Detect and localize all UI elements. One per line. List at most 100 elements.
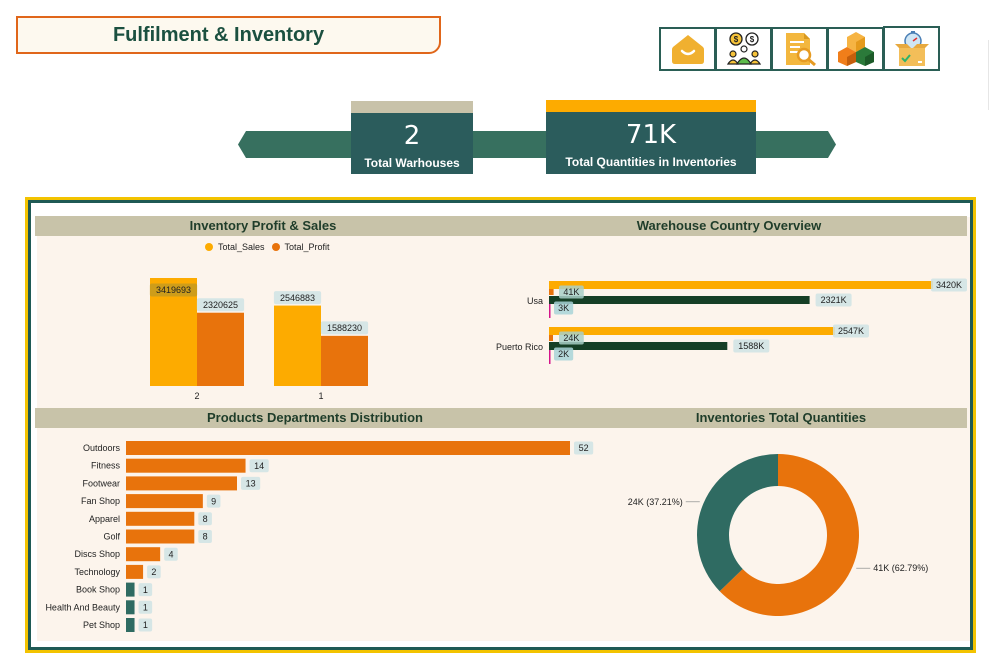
bar-total_sales (274, 305, 321, 386)
nav-home-button[interactable] (659, 27, 716, 71)
donut-label: 41K (62.79%) (873, 563, 928, 573)
department-label: Footwear (82, 478, 120, 488)
delivery-box-timer-icon (894, 30, 929, 66)
department-value: 1 (143, 620, 148, 630)
legend-profit-label[interactable]: Total_Profit (284, 242, 330, 252)
department-value-bg (164, 547, 178, 561)
profit-label: 2321K (821, 295, 847, 305)
profit-sales-header: Inventory Profit & Sales (35, 216, 491, 236)
x-tick-label: 2 (194, 391, 199, 401)
department-value: 1 (143, 585, 148, 595)
data-label-bg (320, 321, 369, 335)
quantity-label-bg (559, 285, 584, 299)
data-label-bg (196, 298, 245, 312)
nav-report-button[interactable] (771, 27, 828, 71)
department-value: 8 (203, 514, 208, 524)
page-title: Fulfilment & Inventory (112, 23, 325, 46)
department-value: 52 (579, 443, 589, 453)
department-value: 4 (168, 549, 173, 559)
department-value-bg (249, 459, 269, 473)
quantity-label-bg (559, 331, 584, 345)
customers-money-icon: $ $ (726, 32, 761, 65)
department-label: Fan Shop (81, 496, 120, 506)
donut-slice (697, 454, 778, 592)
bar-sales (549, 281, 933, 289)
bar-quantity (549, 335, 553, 341)
country-label: Usa (527, 296, 543, 306)
svg-text:$: $ (749, 35, 754, 44)
department-bar (126, 494, 203, 509)
document-search-icon (785, 33, 816, 67)
bar-total_profit (321, 335, 368, 386)
department-value-bg (138, 600, 153, 614)
kpi-card-quantities: 71K Total Quantities in Inventories (546, 100, 756, 174)
data-label: 2320625 (203, 300, 238, 310)
boxes-icon (837, 32, 874, 66)
bar-other (549, 350, 551, 364)
donut-slice (719, 454, 859, 616)
department-bar (126, 441, 570, 455)
department-label: Discs Shop (74, 549, 120, 559)
sales-label: 3420K (936, 280, 962, 290)
department-label: Fitness (91, 461, 121, 471)
kpi-accent-bar (351, 101, 473, 113)
data-label-bg (149, 283, 198, 297)
kpi-accent-bar (546, 100, 756, 112)
profit-label-bg (733, 339, 770, 353)
department-label: Golf (103, 532, 120, 542)
department-value: 8 (203, 532, 208, 542)
department-bar (126, 618, 135, 632)
profit-label-bg (815, 293, 852, 307)
kpi-card-warehouses: 2 Total Warhouses (351, 101, 473, 174)
department-value-bg (138, 583, 153, 597)
department-value: 2 (151, 567, 156, 577)
kpi-value: 2 (403, 121, 421, 151)
profit-label: 1588K (738, 341, 764, 351)
department-value-bg (198, 512, 212, 526)
country-overview-header: Warehouse Country Overview (491, 216, 967, 236)
department-value-bg (147, 565, 161, 579)
kpi-value: 71K (625, 120, 677, 150)
bar-quantity (549, 289, 554, 295)
department-bar (126, 600, 135, 615)
other-label: 2K (558, 349, 569, 359)
donut-label: 24K (37.21%) (628, 497, 683, 507)
legend-sales-label[interactable]: Total_Sales (218, 242, 265, 252)
department-bar (126, 582, 135, 597)
country-overview-chart: Usa 3420K 41K 2321K 3K Puerto Rico 2547K 24K 158… (496, 278, 967, 364)
data-label: 2546883 (280, 293, 315, 303)
x-tick-label: 1 (318, 391, 323, 401)
department-value-bg (198, 530, 212, 543)
profit-sales-legend: Total_Sales Total_Profit (205, 242, 330, 252)
sales-label: 2547K (838, 326, 864, 336)
nav-customers-button[interactable]: $ $ (715, 27, 772, 71)
bar-profit (549, 296, 810, 304)
quantity-label: 41K (563, 287, 579, 297)
department-label: Technology (74, 567, 120, 577)
department-bar (126, 547, 161, 562)
profit-sales-chart: 3419693 2320625 2 2546883 1588230 1 (149, 278, 369, 401)
nav-fulfilment-button[interactable] (883, 26, 940, 71)
data-label: 3419693 (156, 285, 191, 295)
department-label: Health And Beauty (45, 602, 120, 612)
department-value: 14 (254, 461, 264, 471)
department-label: Outdoors (83, 443, 121, 453)
bar-total_profit (197, 312, 244, 386)
department-value: 9 (211, 496, 216, 506)
svg-text:$: $ (733, 35, 738, 44)
legend-profit-dot (271, 243, 280, 251)
department-value-bg (241, 476, 261, 490)
department-bar (126, 564, 144, 579)
department-value-bg (574, 441, 594, 455)
department-value: 1 (143, 603, 148, 613)
department-label: Book Shop (76, 585, 120, 595)
other-label: 3K (558, 303, 569, 313)
country-label: Puerto Rico (496, 342, 543, 352)
quantity-label: 24K (563, 333, 579, 343)
nav-products-button[interactable] (827, 27, 884, 71)
department-label: Apparel (89, 514, 120, 524)
data-label-bg (273, 291, 322, 305)
sales-label-bg (832, 324, 869, 338)
nav-bar: $ $ (659, 26, 940, 71)
